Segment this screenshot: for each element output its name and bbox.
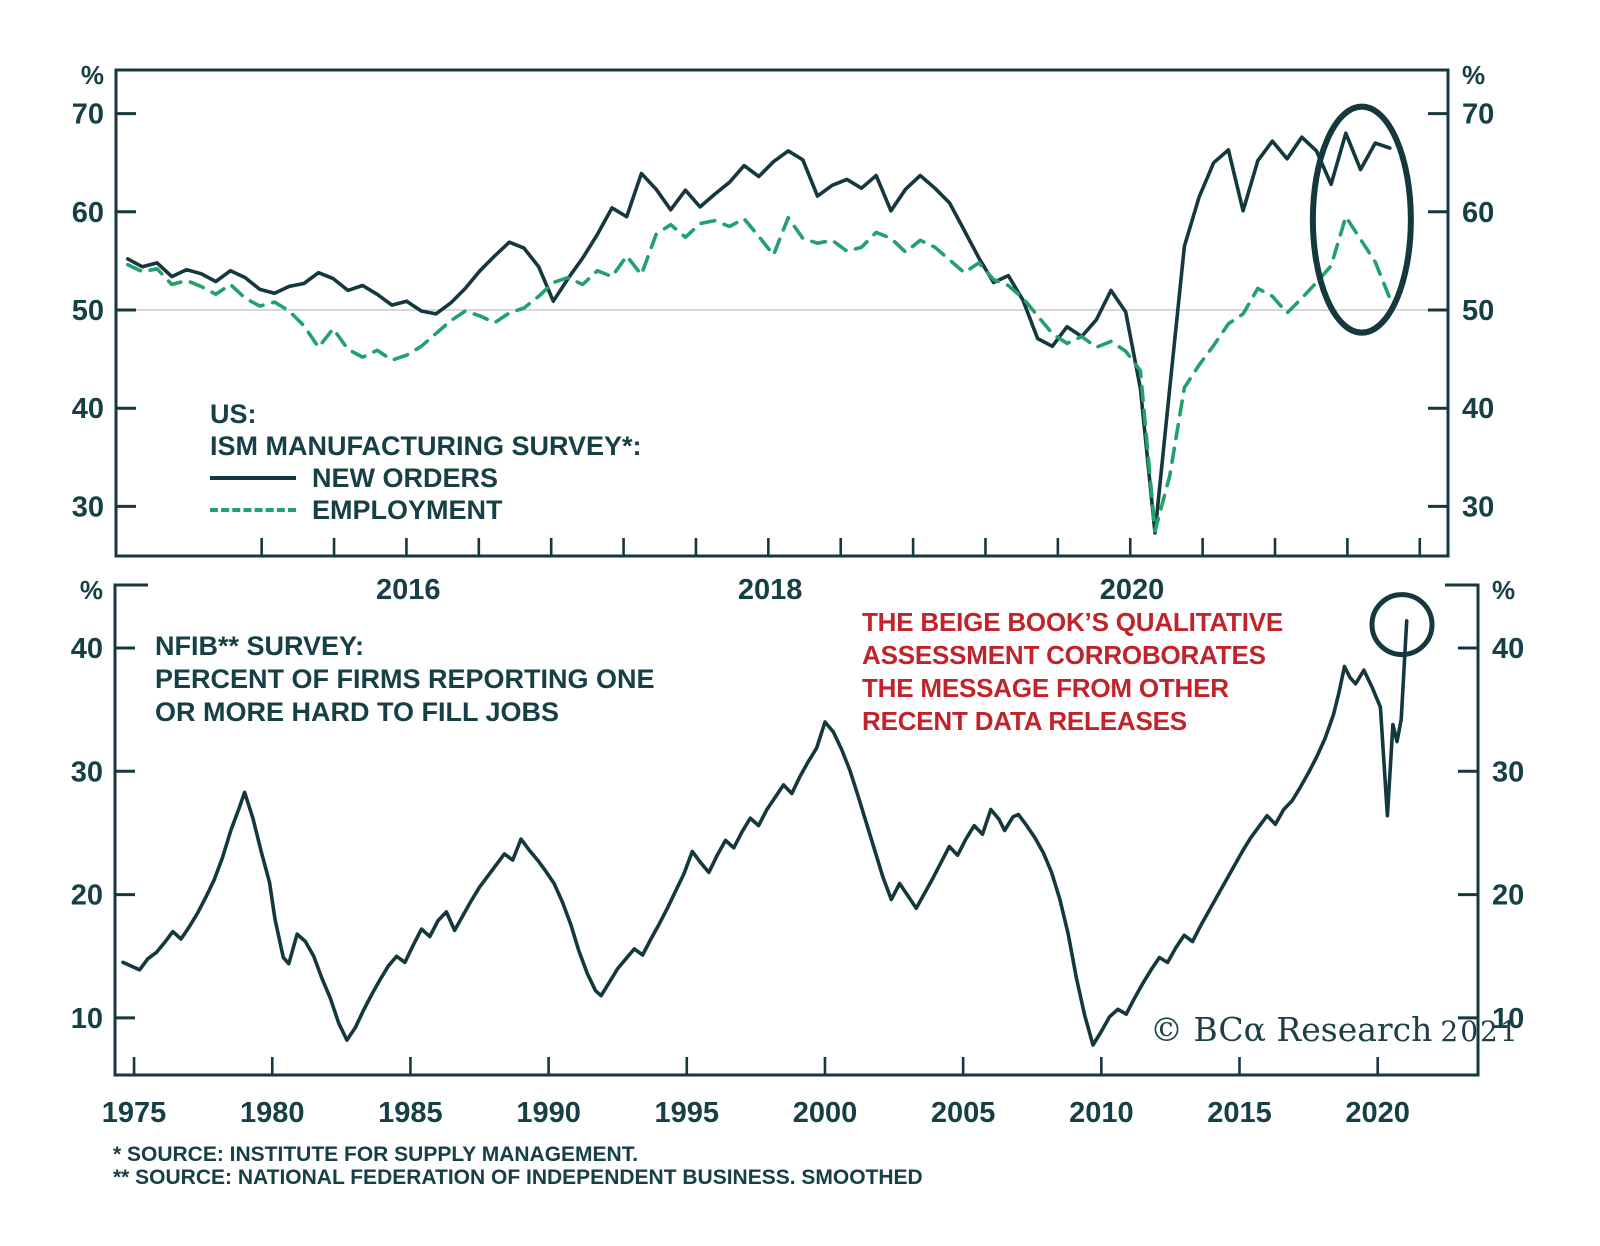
nfib-xtick-label: 2005 bbox=[931, 1097, 996, 1129]
credit-main: © BCα Research bbox=[1150, 1010, 1433, 1049]
nfib-ytick-label-right: 40 bbox=[1492, 633, 1524, 665]
ism-legend: US: ISM MANUFACTURING SURVEY*: NEW ORDER… bbox=[210, 398, 642, 526]
nfib-xtick-label: 2020 bbox=[1345, 1097, 1410, 1129]
nfib-xtick-label: 1995 bbox=[655, 1097, 720, 1129]
ism-xtick-label: 2020 bbox=[1100, 574, 1165, 606]
ism-series-new-orders bbox=[126, 131, 1392, 535]
legend-row-employment: EMPLOYMENT bbox=[210, 494, 642, 526]
nfib-series-percent-of-firms-reporting-one-or-more-hard-to-fill-jobs bbox=[121, 619, 1409, 1047]
dashed-line-swatch-icon bbox=[210, 508, 296, 512]
nfib-ytick-label-right: 30 bbox=[1492, 756, 1524, 788]
legend-row-new-orders: NEW ORDERS bbox=[210, 462, 642, 494]
ism-ytick-label-right: 60 bbox=[1462, 197, 1494, 229]
ism-ytick-label-right: 50 bbox=[1462, 295, 1494, 327]
nfib-title-line2: PERCENT OF FIRMS REPORTING ONE bbox=[155, 664, 655, 694]
ism-ytick-label-right: 70 bbox=[1462, 99, 1494, 131]
beige-book-annotation: THE BEIGE BOOK’S QUALITATIVE ASSESSMENT … bbox=[862, 606, 1283, 738]
legend-label-employment: EMPLOYMENT bbox=[312, 495, 503, 525]
nfib-ytick-label-right: 10 bbox=[1492, 1003, 1524, 1035]
ism-unit-right: % bbox=[1462, 60, 1485, 90]
source-note-ism: * SOURCE: INSTITUTE FOR SUPPLY MANAGEMEN… bbox=[113, 1143, 639, 1166]
ism-ytick-label-right: 40 bbox=[1462, 393, 1494, 425]
ism-unit-left: % bbox=[81, 60, 104, 90]
ism-ytick-label-left: 70 bbox=[72, 99, 104, 131]
annotation-line2: ASSESSMENT CORROBORATES bbox=[862, 640, 1266, 670]
nfib-xtick-label: 1985 bbox=[378, 1097, 443, 1129]
ism-ytick-label-left: 60 bbox=[72, 197, 104, 229]
nfib-ytick-label-right: 20 bbox=[1492, 880, 1524, 912]
nfib-title-line3: OR MORE HARD TO FILL JOBS bbox=[155, 697, 560, 727]
nfib-title: NFIB** SURVEY: PERCENT OF FIRMS REPORTIN… bbox=[155, 630, 655, 729]
source-notes: * SOURCE: INSTITUTE FOR SUPPLY MANAGEMEN… bbox=[113, 1143, 923, 1189]
ism-xtick-label: 2018 bbox=[738, 574, 803, 606]
legend-region-label: US: bbox=[210, 399, 257, 429]
annotation-line3: THE MESSAGE FROM OTHER bbox=[862, 673, 1229, 703]
source-note-nfib: ** SOURCE: NATIONAL FEDERATION OF INDEPE… bbox=[113, 1166, 923, 1189]
legend-survey-title: ISM MANUFACTURING SURVEY*: bbox=[210, 431, 642, 461]
ism-frame bbox=[114, 68, 1450, 558]
ism-xtick-label: 2016 bbox=[376, 574, 441, 606]
ism-highlight-ellipse bbox=[1309, 103, 1414, 336]
ism-ytick-label-right: 30 bbox=[1462, 491, 1494, 523]
ism-series-employment bbox=[126, 214, 1392, 533]
ism-ytick-label-left: 40 bbox=[72, 393, 104, 425]
nfib-highlight-ellipse bbox=[1369, 592, 1435, 658]
credit-year: 2021 bbox=[1440, 1015, 1520, 1048]
nfib-xtick-label: 2000 bbox=[793, 1097, 858, 1129]
nfib-unit-right: % bbox=[1492, 575, 1515, 605]
annotation-line1: THE BEIGE BOOK’S QUALITATIVE bbox=[862, 607, 1284, 637]
ism-ytick-label-left: 50 bbox=[72, 295, 104, 327]
bca-research-credit: © BCα Research 2021 bbox=[1150, 1010, 1520, 1049]
annotation-line4: RECENT DATA RELEASES bbox=[862, 706, 1187, 736]
nfib-ytick-label-left: 20 bbox=[71, 880, 103, 912]
legend-label-new-orders: NEW ORDERS bbox=[312, 463, 499, 493]
solid-line-swatch-icon bbox=[210, 476, 296, 480]
nfib-ytick-label-left: 10 bbox=[71, 1003, 103, 1035]
nfib-title-line1: NFIB** SURVEY: bbox=[155, 631, 365, 661]
nfib-xtick-label: 1980 bbox=[240, 1097, 305, 1129]
ism-ytick-label-left: 30 bbox=[72, 491, 104, 523]
nfib-xtick-label: 1990 bbox=[516, 1097, 581, 1129]
nfib-xtick-label: 1975 bbox=[102, 1097, 167, 1129]
nfib-unit-left: % bbox=[80, 575, 103, 605]
nfib-ytick-label-left: 30 bbox=[71, 756, 103, 788]
nfib-xtick-label: 2015 bbox=[1207, 1097, 1272, 1129]
nfib-xtick-label: 2010 bbox=[1069, 1097, 1134, 1129]
nfib-ytick-label-left: 40 bbox=[71, 633, 103, 665]
ism-chart: 30 30 40 40 50 50 60 60 70 70% % 2016 2018 2020 bbox=[72, 60, 1495, 606]
nfib-frame bbox=[113, 583, 1480, 1077]
